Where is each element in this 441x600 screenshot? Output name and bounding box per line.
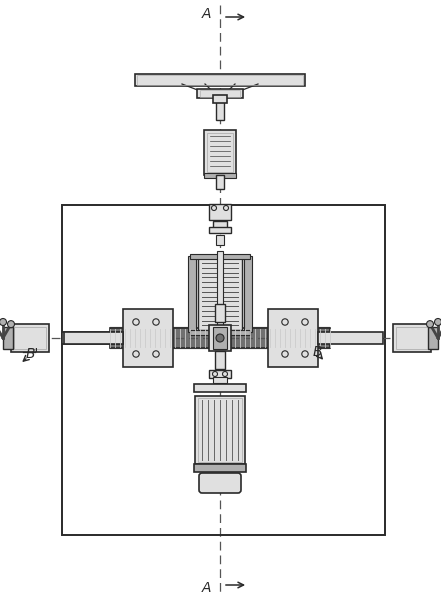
Circle shape (216, 334, 224, 342)
Bar (194, 464, 246, 472)
Circle shape (426, 320, 434, 328)
Bar (213, 327, 227, 349)
Bar (194, 384, 246, 392)
Bar (216, 175, 224, 189)
Bar (197, 88, 243, 97)
Bar (195, 396, 245, 464)
Bar (3, 327, 13, 349)
Text: A: A (201, 7, 211, 21)
Bar (62, 205, 385, 535)
Bar (110, 328, 330, 348)
Bar (210, 343, 230, 349)
Bar (393, 324, 431, 352)
Bar (209, 325, 231, 351)
Bar (190, 253, 250, 259)
Bar (268, 309, 318, 367)
Bar (200, 89, 240, 97)
Bar (207, 133, 233, 172)
Bar (244, 256, 252, 332)
FancyBboxPatch shape (199, 473, 241, 493)
Bar (137, 75, 303, 85)
Circle shape (0, 319, 7, 325)
Bar (213, 221, 227, 229)
Bar (209, 227, 231, 233)
Bar (216, 100, 224, 120)
Bar (123, 309, 173, 367)
Text: A: A (201, 581, 211, 595)
Bar (217, 251, 223, 337)
Bar (209, 370, 231, 378)
Circle shape (7, 320, 15, 328)
Bar (215, 304, 225, 322)
Bar (62, 332, 123, 344)
Bar (194, 256, 246, 332)
Bar (14, 327, 46, 349)
Bar (188, 256, 196, 332)
Bar (216, 235, 224, 245)
Bar (213, 336, 227, 344)
Bar (11, 324, 49, 352)
Bar (204, 173, 236, 178)
Bar (204, 130, 236, 175)
Bar (135, 74, 305, 86)
Bar (198, 398, 242, 462)
Bar (209, 204, 231, 220)
Bar (198, 258, 242, 330)
Bar (110, 327, 330, 349)
Text: B': B' (25, 347, 39, 361)
Bar (396, 327, 428, 349)
Text: B: B (312, 345, 322, 359)
Bar (428, 327, 438, 349)
Bar (213, 95, 227, 103)
Bar (64, 332, 123, 344)
Bar (190, 329, 250, 335)
Bar (213, 377, 227, 383)
Bar (215, 351, 225, 369)
Bar (318, 332, 383, 344)
Circle shape (434, 319, 441, 325)
